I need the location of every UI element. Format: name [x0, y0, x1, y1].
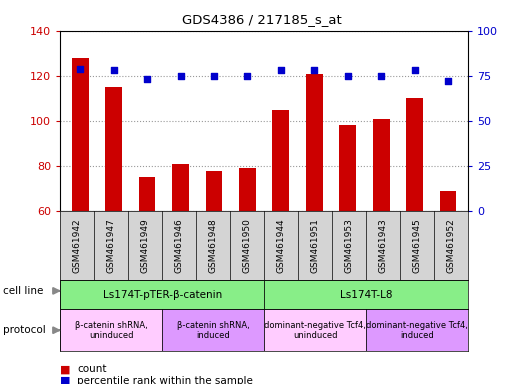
Text: GSM461950: GSM461950	[243, 218, 252, 273]
Bar	[264, 280, 468, 309]
Text: ■: ■	[60, 364, 71, 374]
Bar	[306, 74, 323, 346]
Point	[444, 78, 452, 84]
Bar	[105, 87, 122, 346]
Bar	[72, 58, 88, 346]
Bar	[60, 280, 264, 309]
Text: GSM461946: GSM461946	[175, 218, 184, 273]
Bar	[373, 119, 390, 346]
Text: GSM461944: GSM461944	[277, 218, 286, 273]
Point	[109, 67, 118, 73]
Bar	[162, 309, 264, 351]
Point	[377, 73, 385, 79]
Bar	[60, 309, 162, 351]
Text: GSM461942: GSM461942	[73, 218, 82, 273]
Bar	[264, 309, 366, 351]
Text: count: count	[77, 364, 106, 374]
Bar	[440, 191, 457, 346]
Point	[310, 67, 319, 73]
Point	[76, 66, 84, 72]
Point	[243, 73, 252, 79]
Text: GSM461951: GSM461951	[311, 218, 320, 273]
Text: GSM461948: GSM461948	[209, 218, 218, 273]
Text: dominant-negative Tcf4,
induced: dominant-negative Tcf4, induced	[366, 321, 468, 340]
Bar	[366, 309, 468, 351]
Text: GSM461952: GSM461952	[447, 218, 456, 273]
Text: β-catenin shRNA,
induced: β-catenin shRNA, induced	[177, 321, 249, 340]
Point	[176, 73, 185, 79]
Point	[411, 67, 419, 73]
Text: GSM461945: GSM461945	[413, 218, 422, 273]
Text: ■: ■	[60, 376, 71, 384]
Point	[344, 73, 352, 79]
Text: β-catenin shRNA,
uninduced: β-catenin shRNA, uninduced	[75, 321, 147, 340]
Text: Ls174T-L8: Ls174T-L8	[340, 290, 392, 300]
Text: percentile rank within the sample: percentile rank within the sample	[77, 376, 253, 384]
Bar	[339, 126, 356, 346]
Point	[277, 67, 285, 73]
Text: GSM461953: GSM461953	[345, 218, 354, 273]
Text: GSM461947: GSM461947	[107, 218, 116, 273]
Bar	[172, 164, 189, 346]
Bar	[272, 110, 289, 346]
Bar	[406, 98, 423, 346]
Text: GDS4386 / 217185_s_at: GDS4386 / 217185_s_at	[181, 13, 342, 26]
Text: protocol: protocol	[3, 325, 46, 335]
Bar	[206, 170, 222, 346]
Bar	[139, 177, 155, 346]
Bar	[239, 168, 256, 346]
Point	[210, 73, 218, 79]
Text: GSM461949: GSM461949	[141, 218, 150, 273]
Text: GSM461943: GSM461943	[379, 218, 388, 273]
Text: Ls174T-pTER-β-catenin: Ls174T-pTER-β-catenin	[103, 290, 222, 300]
Text: cell line: cell line	[3, 286, 43, 296]
Text: dominant-negative Tcf4,
uninduced: dominant-negative Tcf4, uninduced	[264, 321, 366, 340]
Point	[143, 76, 151, 83]
